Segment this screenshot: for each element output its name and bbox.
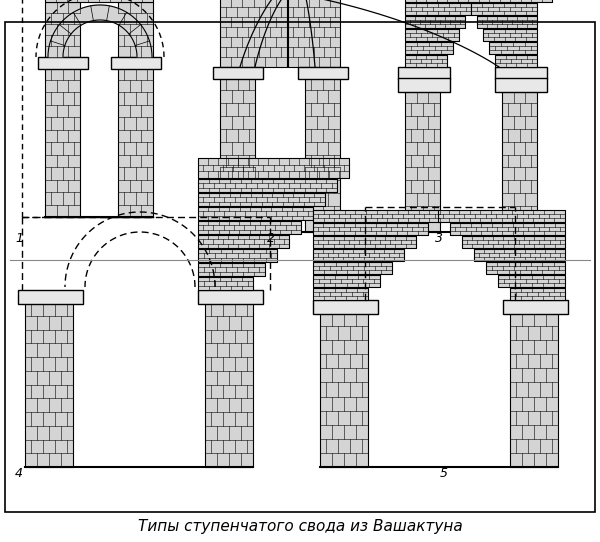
Bar [405, 77, 440, 232]
Bar [198, 249, 277, 262]
Bar [405, 16, 465, 28]
Bar [405, 0, 552, 2]
Bar [471, 3, 537, 15]
Polygon shape [48, 5, 152, 57]
Bar [45, 0, 153, 2]
Bar [405, 55, 447, 67]
Bar [198, 263, 265, 276]
Bar [405, 42, 453, 54]
Bar [313, 288, 368, 300]
Bar [213, 67, 263, 79]
Bar [486, 262, 565, 274]
Bar [195, 37, 380, 252]
Bar [198, 158, 349, 178]
Bar [503, 300, 568, 314]
Bar [111, 57, 161, 69]
Bar [198, 277, 253, 290]
Bar [25, 302, 73, 467]
Bar [38, 57, 88, 69]
Bar [313, 236, 416, 248]
Bar [405, 29, 459, 41]
Bar [495, 55, 537, 67]
Text: 2: 2 [267, 232, 275, 245]
Bar [305, 77, 340, 232]
Text: 4: 4 [15, 467, 23, 480]
Bar [220, 77, 255, 232]
Bar [305, 257, 575, 487]
Bar [198, 221, 301, 234]
Bar [205, 302, 253, 467]
Bar [489, 42, 537, 54]
Bar [438, 210, 565, 222]
Text: Типы ступенчатого свода из Вашактуна: Типы ступенчатого свода из Вашактуна [137, 519, 463, 534]
Bar [495, 67, 547, 79]
Bar [462, 236, 565, 248]
Bar [313, 210, 440, 222]
Bar [313, 249, 404, 261]
Bar [450, 223, 565, 235]
Bar [398, 78, 450, 92]
Bar [10, 257, 280, 487]
Bar [510, 288, 565, 300]
Bar [45, 2, 80, 57]
Bar [313, 275, 380, 287]
Bar [45, 67, 80, 217]
Bar [198, 207, 313, 220]
Bar [498, 275, 565, 287]
Bar [288, 0, 340, 67]
Bar [198, 193, 325, 206]
Bar [18, 290, 83, 304]
Bar [483, 29, 537, 41]
Bar [320, 312, 368, 467]
Bar [118, 67, 153, 217]
Bar [313, 223, 428, 235]
Bar [198, 235, 289, 248]
Bar [474, 249, 565, 261]
Bar [477, 16, 537, 28]
Text: 3: 3 [435, 232, 443, 245]
Bar [118, 2, 153, 57]
Text: 1: 1 [15, 232, 23, 245]
Bar [198, 290, 263, 304]
Text: 5: 5 [440, 467, 448, 480]
Bar [398, 67, 450, 79]
Bar [313, 262, 392, 274]
Bar [502, 77, 537, 232]
Bar [510, 312, 558, 467]
Bar [405, 3, 471, 15]
Bar [495, 78, 547, 92]
Bar [298, 67, 348, 79]
Bar [10, 37, 195, 252]
Bar [198, 179, 337, 192]
Bar [390, 37, 570, 252]
Bar [313, 300, 378, 314]
Bar [220, 0, 287, 67]
